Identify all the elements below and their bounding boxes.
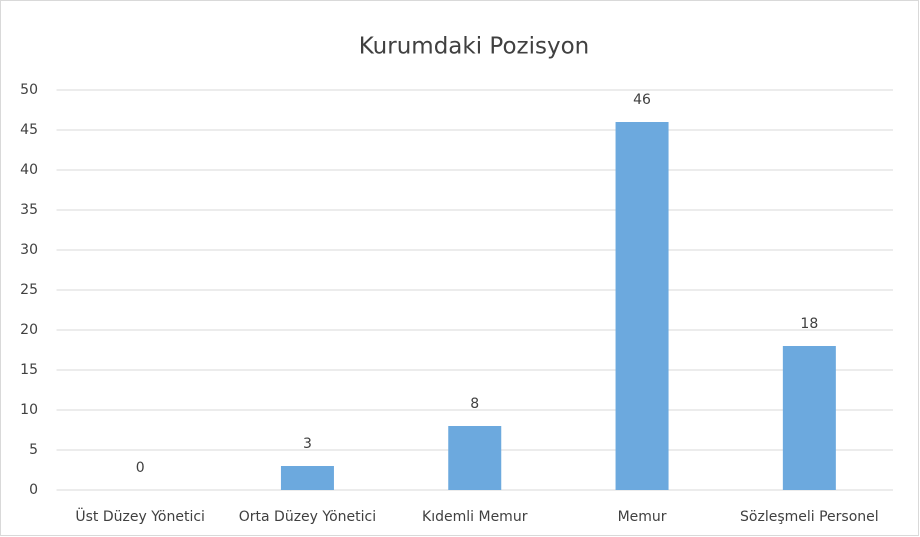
y-tick-label: 20 <box>20 322 38 338</box>
data-label: 0 <box>136 460 145 476</box>
y-tick-label: 10 <box>20 402 38 418</box>
y-tick-label: 15 <box>20 362 38 378</box>
bar <box>448 426 502 490</box>
y-tick-label: 25 <box>20 282 38 298</box>
x-tick-label: Orta Düzey Yönetici <box>239 509 376 525</box>
y-tick-label: 30 <box>20 242 38 258</box>
data-label: 46 <box>633 92 651 108</box>
y-tick-label: 5 <box>29 442 38 458</box>
bar <box>280 466 334 490</box>
x-tick-label: Kıdemli Memur <box>422 509 528 525</box>
x-tick-label: Sözleşmeli Personel <box>740 509 879 525</box>
y-tick-label: 45 <box>20 122 38 138</box>
y-tick-label: 40 <box>20 162 38 178</box>
data-label: 3 <box>303 436 312 452</box>
y-tick-label: 35 <box>20 202 38 218</box>
bar <box>615 122 669 490</box>
y-tick-label: 0 <box>29 482 38 498</box>
y-tick-label: 50 <box>20 82 38 98</box>
data-label: 8 <box>470 396 479 412</box>
bar <box>782 346 836 490</box>
chart-title: Kurumdaki Pozisyon <box>359 34 590 60</box>
x-tick-label: Memur <box>618 509 667 525</box>
data-label: 18 <box>800 316 818 332</box>
x-tick-label: Üst Düzey Yönetici <box>75 507 205 525</box>
